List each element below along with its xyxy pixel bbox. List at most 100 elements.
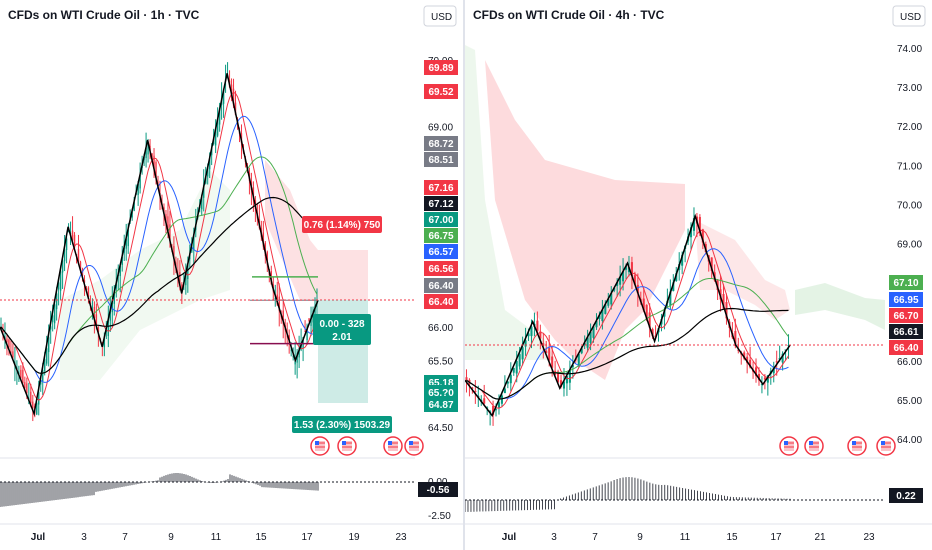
l-price-label: 69.52 bbox=[424, 84, 458, 99]
candle-body bbox=[42, 370, 44, 382]
candle-body bbox=[492, 406, 495, 416]
candle-body bbox=[698, 216, 701, 234]
candle-body bbox=[494, 409, 498, 411]
left-risk-label[interactable]: 0.76 (1.14%) 750 bbox=[302, 216, 382, 233]
r-x-tick: 23 bbox=[863, 532, 875, 543]
candle-body bbox=[133, 202, 135, 211]
l-price-label: 66.40 bbox=[424, 278, 458, 293]
candle-body bbox=[557, 371, 560, 383]
candle-body bbox=[308, 318, 310, 322]
price-label-bg bbox=[424, 385, 458, 400]
l-price-label: 69.89 bbox=[424, 60, 458, 75]
left-chart-pane[interactable]: CFDs on WTI Crude Oil · 1h · TVC USD 7 0.… bbox=[0, 0, 463, 550]
candle-body bbox=[57, 282, 60, 290]
candle-body bbox=[568, 370, 571, 383]
candle-body bbox=[737, 349, 740, 351]
left-chart-title: CFDs on WTI Crude Oil · 1h · TVC bbox=[8, 8, 200, 22]
price-label-text: 67.10 bbox=[893, 278, 918, 289]
candle-body bbox=[503, 388, 506, 394]
candle-body bbox=[55, 293, 58, 310]
l-price-label: 66.57 bbox=[424, 244, 458, 259]
us-economic-event-icon[interactable] bbox=[876, 436, 896, 456]
candle-body bbox=[757, 374, 761, 381]
candle-body bbox=[296, 353, 298, 363]
left-position-label-line1: 0.00 - 328 bbox=[319, 319, 364, 330]
us-economic-event-icon[interactable] bbox=[847, 436, 867, 456]
event-icon-flag bbox=[809, 441, 819, 451]
event-icon-flag bbox=[881, 441, 891, 451]
price-label-bg bbox=[424, 228, 458, 243]
candle-body bbox=[169, 224, 171, 241]
candle-body bbox=[125, 238, 127, 249]
r-x-tick: Jul bbox=[502, 532, 517, 543]
price-label-bg bbox=[424, 180, 458, 195]
r-cloud-segment bbox=[695, 220, 790, 320]
us-economic-event-icon[interactable] bbox=[337, 436, 357, 456]
price-label-bg bbox=[424, 212, 458, 227]
event-icon-flag bbox=[784, 441, 794, 451]
us-economic-event-icon[interactable] bbox=[404, 436, 424, 456]
candle-body bbox=[87, 287, 90, 297]
candle-body bbox=[471, 387, 474, 389]
price-label-bg bbox=[424, 136, 458, 151]
r-moving-average bbox=[466, 229, 789, 409]
candle-body bbox=[93, 306, 96, 318]
candle-body bbox=[111, 302, 113, 313]
us-economic-event-icon[interactable] bbox=[310, 436, 330, 456]
price-label-bg bbox=[889, 308, 923, 323]
price-label-text: 66.40 bbox=[428, 297, 453, 308]
right-chart-svg[interactable]: CFDs on WTI Crude Oil · 4h · TVC USD 74.… bbox=[465, 0, 932, 550]
left-chart-svg[interactable]: CFDs on WTI Crude Oil · 1h · TVC USD 7 0.… bbox=[0, 0, 463, 550]
l-x-tick: 7 bbox=[122, 532, 128, 543]
candle-body bbox=[548, 347, 551, 361]
l-zigzag-pattern[interactable] bbox=[0, 73, 319, 417]
event-icon-canton bbox=[784, 441, 788, 445]
l-x-tick: 23 bbox=[395, 532, 407, 543]
candle-body bbox=[595, 320, 598, 328]
candle-body bbox=[97, 327, 100, 333]
candle-body bbox=[216, 117, 219, 136]
candle-body bbox=[304, 331, 306, 333]
candle-body bbox=[524, 340, 527, 347]
candle-body bbox=[151, 153, 153, 160]
r-zigzag-pattern[interactable] bbox=[465, 213, 791, 417]
candle-body bbox=[536, 320, 539, 332]
candle-body bbox=[127, 229, 129, 247]
us-economic-event-icon[interactable] bbox=[779, 436, 799, 456]
candle-body bbox=[592, 326, 595, 338]
candle-body bbox=[203, 185, 205, 198]
candle-body bbox=[754, 367, 758, 377]
candle-body bbox=[218, 107, 221, 125]
candle-body bbox=[103, 338, 106, 348]
candle-body bbox=[483, 398, 486, 404]
candle-body bbox=[559, 380, 563, 388]
candle-body bbox=[743, 352, 746, 359]
pane-divider[interactable] bbox=[463, 0, 465, 550]
l-price-label: 67.16 bbox=[424, 180, 458, 195]
candle-body bbox=[781, 353, 784, 363]
price-label-text: 69.52 bbox=[428, 87, 453, 98]
l-price-label: 66.56 bbox=[424, 261, 458, 276]
candle-body bbox=[607, 298, 610, 306]
left-stop-zone[interactable] bbox=[318, 250, 368, 300]
left-currency-button[interactable]: USD bbox=[423, 5, 457, 27]
candle-body bbox=[562, 381, 566, 389]
candle-body bbox=[539, 331, 542, 339]
l-y-tick: 65.50 bbox=[428, 356, 453, 367]
candle-body bbox=[633, 275, 636, 285]
event-icon-canton bbox=[881, 441, 885, 445]
candle-body bbox=[465, 377, 468, 381]
price-label-bg bbox=[424, 84, 458, 99]
us-economic-event-icon[interactable] bbox=[383, 436, 403, 456]
us-economic-event-icon[interactable] bbox=[804, 436, 824, 456]
left-position-label[interactable]: 0.00 - 328 2.01 bbox=[313, 314, 371, 345]
candle-body bbox=[749, 359, 752, 368]
candle-body bbox=[648, 312, 651, 328]
right-chart-pane[interactable]: CFDs on WTI Crude Oil · 4h · TVC USD 74.… bbox=[465, 0, 932, 550]
candle-body bbox=[206, 166, 209, 177]
l-x-tick: 15 bbox=[255, 532, 267, 543]
candle-body bbox=[165, 213, 167, 223]
left-target-label[interactable]: 1.53 (2.30%) 1503.29 bbox=[292, 416, 392, 433]
candle-body bbox=[6, 338, 8, 343]
right-currency-button[interactable]: USD bbox=[892, 5, 926, 27]
